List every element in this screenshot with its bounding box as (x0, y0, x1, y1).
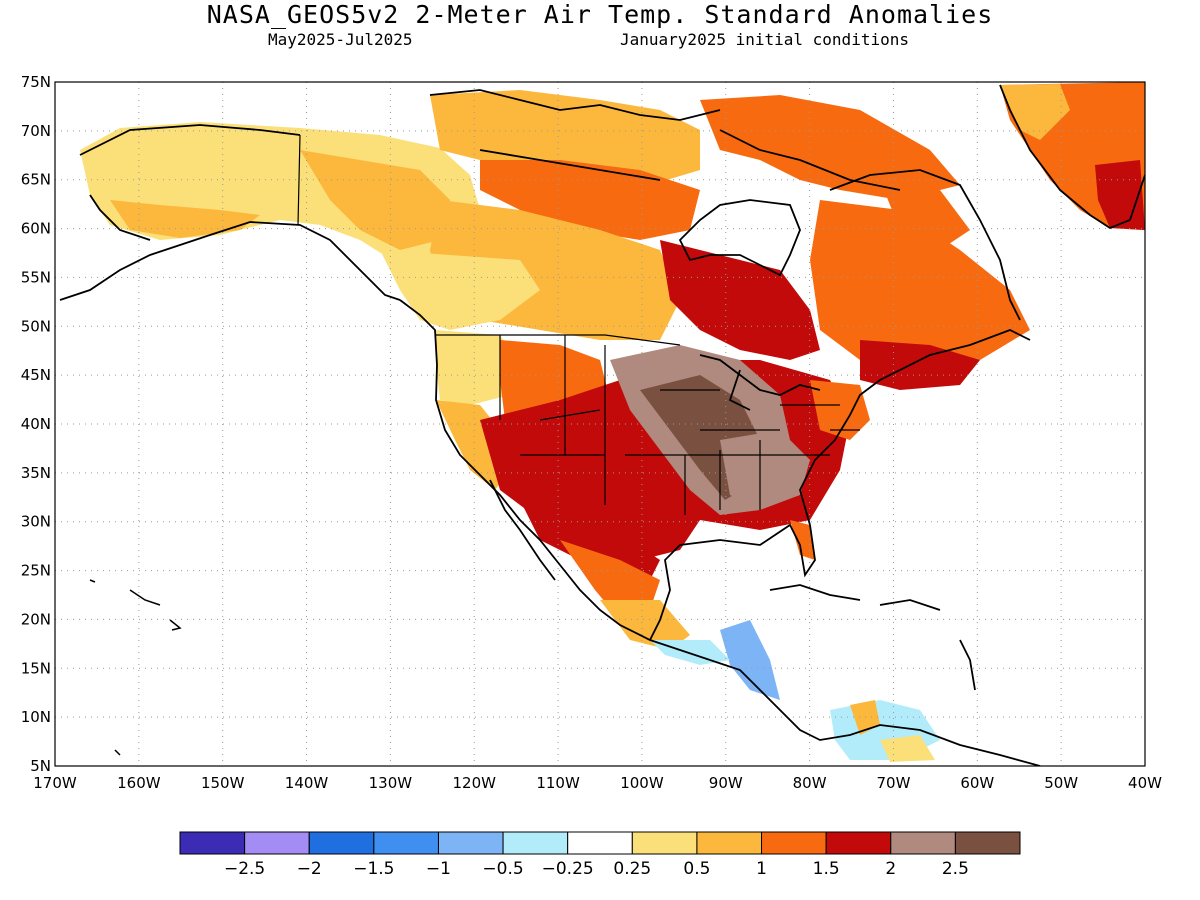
anomaly-region-prairies (380, 250, 540, 330)
lon-label: 100W (620, 774, 664, 792)
colorbar-label: 1 (756, 859, 767, 879)
anomaly-region-labrador (880, 180, 970, 250)
colorbar-swatch (437, 831, 504, 855)
map-title: NASA_GEOS5v2 2-Meter Air Temp. Standard … (206, 0, 994, 29)
anomaly-region-maritimes-red (860, 340, 980, 390)
lat-label: 65N (21, 171, 51, 189)
lat-label: 60N (21, 220, 51, 238)
coastline-hudson-bay (678, 199, 801, 277)
anomaly-region-mexico-yellow (600, 600, 690, 650)
coastline-gulf (649, 523, 816, 641)
coastline-arctic (429, 89, 901, 191)
coastline-caribbean (769, 584, 976, 691)
colorbar-label: 1.5 (813, 859, 840, 879)
anomaly-region-alaska-orange (110, 200, 260, 238)
coastline-greenland (999, 84, 1145, 230)
coastline-east (799, 329, 1031, 526)
colorbar-swatch (179, 831, 246, 855)
lon-label: 60W (960, 774, 994, 792)
anomaly-region-florida (790, 520, 815, 560)
longitude-labels: 170W 160W 150W 140W 130W 120W 110W 100W 90W 80W 70… (33, 774, 1162, 792)
lon-label: 120W (452, 774, 496, 792)
colorbar-swatch (502, 831, 569, 855)
colorbar-label: −0.25 (542, 859, 594, 879)
lat-label: 45N (21, 366, 51, 384)
lat-label: 50N (21, 317, 51, 335)
latitude-labels: 75N 70N 65N 60N 55N 50N 45N 40N 35N 30N 25N 20N 15N 1… (21, 73, 51, 775)
initial-conditions: January2025 initial conditions (620, 30, 909, 49)
lon-label: 70W (877, 774, 911, 792)
lat-label: 35N (21, 464, 51, 482)
lon-label: 80W (793, 774, 827, 792)
lat-label: 20N (21, 610, 51, 628)
anomaly-fill-layer (80, 82, 1145, 762)
lon-label: 50W (1044, 774, 1078, 792)
lon-label: 40W (1128, 774, 1162, 792)
lat-label: 40N (21, 415, 51, 433)
anomaly-region-ontario-red (660, 240, 820, 360)
anomaly-region-central-america-blue (720, 620, 780, 700)
colorbar-label: −0.5 (482, 859, 523, 879)
lat-label: 75N (21, 73, 51, 91)
coastline-baja (489, 479, 556, 581)
colorbar-swatch (825, 831, 892, 855)
map-field (55, 82, 1145, 766)
forecast-period: May2025-Jul2025 (268, 30, 413, 49)
colorbar-label: 0.25 (613, 859, 651, 879)
lat-label: 30N (21, 513, 51, 531)
anomaly-region-arctic-east (700, 95, 960, 200)
colorbar-label: −2 (297, 859, 322, 879)
coastline-alaska (59, 124, 401, 301)
lon-label: 140W (285, 774, 329, 792)
coastline-labrador (829, 169, 1021, 321)
anomaly-region-pacific-nw (435, 330, 520, 405)
colorbar-swatch (373, 831, 439, 855)
lon-label: 130W (369, 774, 413, 792)
lat-label: 70N (21, 122, 51, 140)
colorbar-legend: −2.5 −2 −1.5 −1 −0.5 −0.25 0.25 0.5 1 1.5 2 2.5 (179, 831, 1021, 879)
coastline-central-america (709, 659, 1041, 766)
pacific-islands (89, 579, 182, 756)
anomaly-region-south-america-yellow (880, 735, 935, 762)
lat-label: 10N (21, 708, 51, 726)
colorbar-label: −2.5 (224, 859, 265, 879)
colorbar-swatch (631, 831, 698, 855)
anomaly-region-southeast-brown (720, 430, 810, 510)
anomaly-region-east-coast (810, 380, 870, 440)
colorbar-swatch (890, 831, 956, 855)
colorbar-label: −1.5 (353, 859, 394, 879)
colorbar-swatch (696, 831, 763, 855)
lon-label: 110W (536, 774, 580, 792)
lon-label: 90W (709, 774, 743, 792)
lat-label: 55N (21, 268, 51, 286)
colorbar-swatch (761, 831, 827, 855)
anomaly-region-yukon-orange (300, 150, 450, 250)
anomaly-region-quebec (810, 200, 1030, 370)
political-borders (297, 134, 860, 515)
coastline-pacific-nw (399, 299, 711, 661)
colorbar-swatch (954, 831, 1021, 855)
gridlines (55, 82, 1145, 766)
colorbar-swatch (244, 831, 310, 855)
anomaly-region-greenland-yellow (1000, 84, 1070, 140)
colorbar-swatch (308, 831, 375, 855)
colorbar-label: 2 (885, 859, 896, 879)
map-frame (54, 81, 1146, 767)
colorbar-swatch (567, 831, 633, 855)
lon-label: 170W (33, 774, 77, 792)
coastline-great-lakes (699, 354, 821, 411)
lat-label: 15N (21, 659, 51, 677)
colorbar-label: −1 (426, 859, 451, 879)
colorbar-label: 0.5 (683, 859, 710, 879)
lat-label: 25N (21, 562, 51, 580)
lat-label: 5N (30, 757, 51, 775)
colorbar-label: 2.5 (942, 859, 969, 879)
coastline-outline (59, 84, 1145, 766)
lon-label: 160W (117, 774, 161, 792)
lon-label: 150W (201, 774, 245, 792)
